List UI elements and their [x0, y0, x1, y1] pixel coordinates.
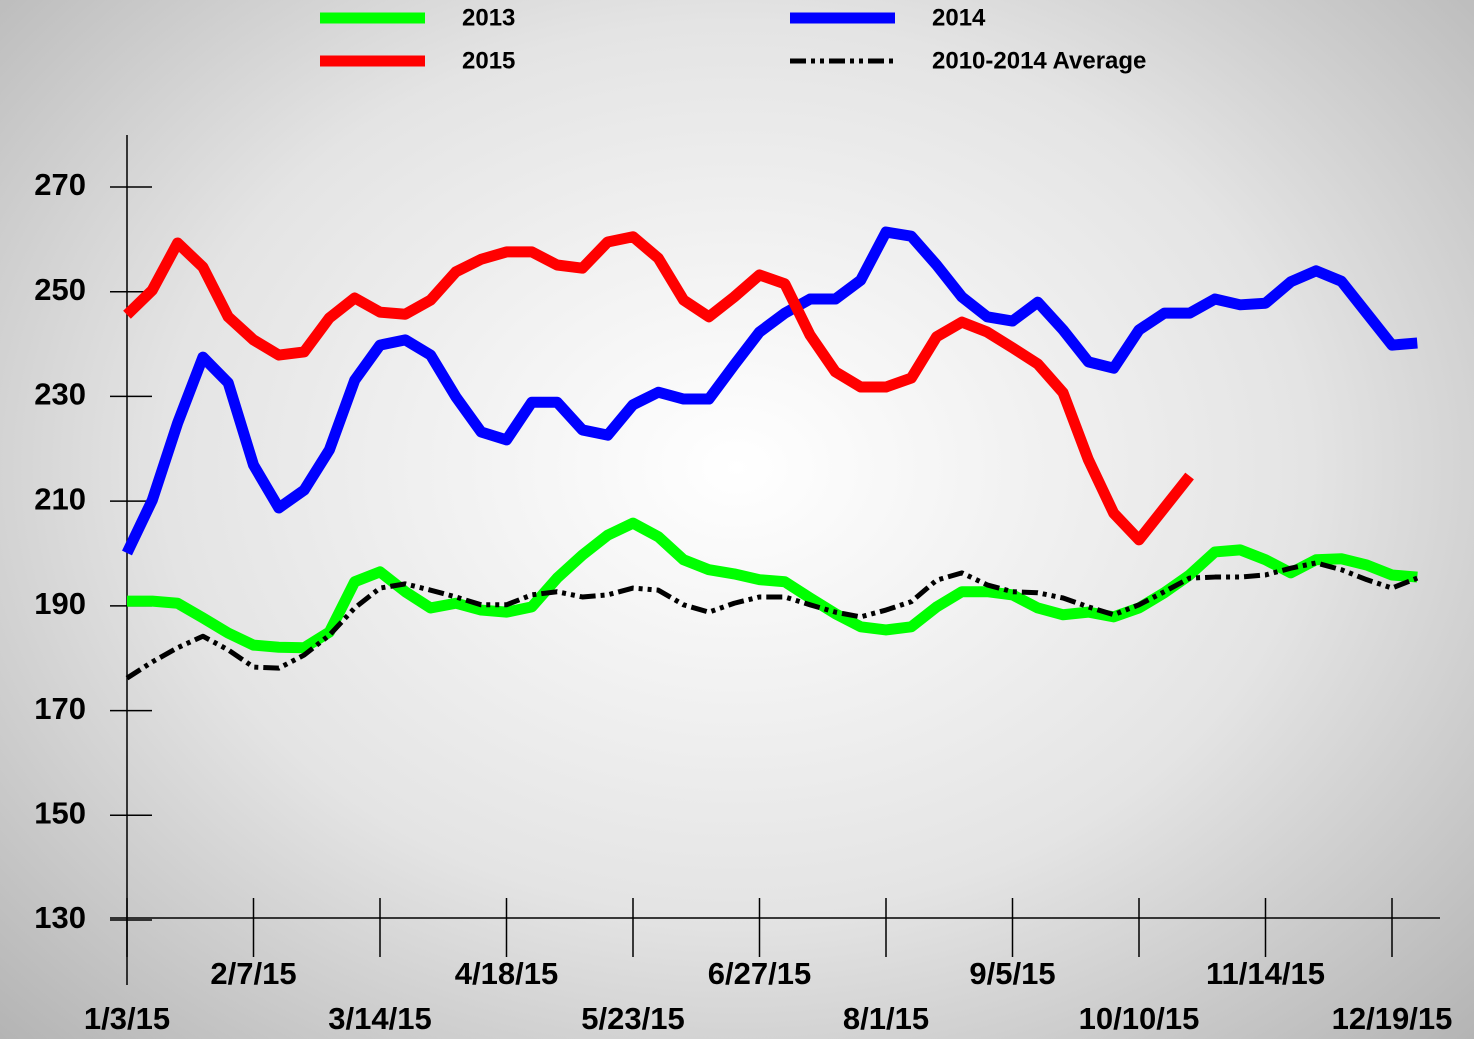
x-tick-label: 10/10/15: [1079, 1001, 1200, 1036]
x-tick-label: 4/18/15: [455, 956, 558, 991]
y-tick-label: 270: [34, 167, 86, 202]
legend-label: 2013: [462, 4, 515, 31]
x-tick-label: 6/27/15: [708, 956, 811, 991]
x-tick-label: 1/3/15: [84, 1001, 170, 1036]
series-line: [123, 231, 1194, 546]
y-tick-label: 170: [34, 691, 86, 726]
x-tick-label: 12/19/15: [1332, 1001, 1453, 1036]
y-tick-label: 150: [34, 795, 86, 830]
x-tick-label: 5/23/15: [581, 1001, 684, 1036]
y-tick-label: 210: [34, 481, 86, 516]
legend-label: 2014: [932, 4, 986, 31]
x-tick-label: 9/5/15: [969, 956, 1055, 991]
x-tick-label: 2/7/15: [210, 956, 296, 991]
x-tick-label: 8/1/15: [843, 1001, 929, 1036]
y-tick-label: 190: [34, 586, 86, 621]
series-line: [122, 226, 1418, 556]
legend-label: 2015: [462, 47, 515, 74]
x-tick-label: 3/14/15: [328, 1001, 431, 1036]
y-tick-label: 130: [34, 900, 86, 935]
series-line: [125, 560, 1419, 681]
series-line: [127, 517, 1418, 654]
legend-label: 2010-2014 Average: [932, 47, 1146, 74]
y-tick-label: 230: [34, 377, 86, 412]
x-tick-label: 11/14/15: [1206, 956, 1325, 991]
y-tick-label: 250: [34, 272, 86, 307]
